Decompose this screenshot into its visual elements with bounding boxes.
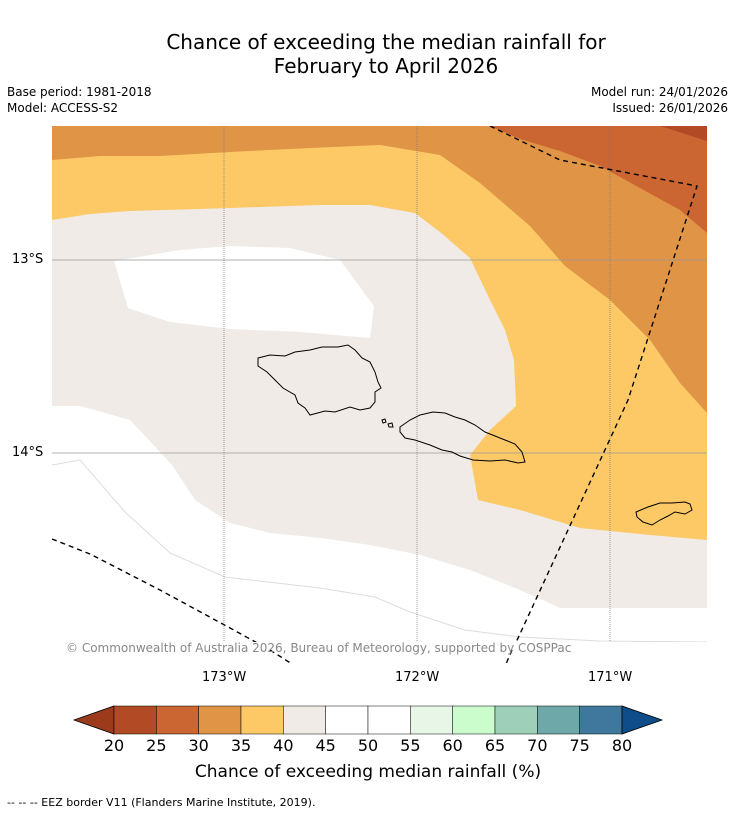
colorbar-cell-35-40 — [240, 705, 284, 735]
model-text: Model: ACCESS-S2 — [7, 101, 119, 115]
colorbar-tick-45: 45 — [315, 736, 336, 755]
island-savaii — [257, 344, 382, 416]
lon-label-171w: 171°W — [588, 670, 633, 685]
issued-text: Issued: 26/01/2026 — [612, 101, 728, 115]
lat-label-13s: 13°S — [12, 252, 44, 267]
zone-30-35 — [52, 126, 707, 413]
zone-25-30 — [490, 126, 707, 233]
eez-border-southwest — [52, 538, 257, 642]
colorbar-label: Chance of exceeding median rainfall (%) — [194, 762, 542, 782]
colorbar-cell-70-75 — [537, 705, 580, 735]
colorbar-cell-20-25 — [113, 705, 157, 735]
gridlines — [52, 259, 707, 454]
colorbar-arrow-low — [72, 705, 115, 735]
colorbar-cell-60-65 — [452, 705, 496, 735]
colorbar-cell-50-55 — [367, 705, 411, 735]
meta-left: Base period: 1981-2018 Model: ACCESS-S2 — [7, 84, 152, 116]
zone-45-50-pocket — [114, 246, 374, 338]
eez-border-east-tail — [505, 649, 513, 665]
island-tutuila — [635, 501, 693, 526]
title-line-1: Chance of exceeding the median rainfall … — [166, 30, 606, 54]
island-manono — [381, 418, 394, 428]
contour-50-55 — [52, 459, 707, 642]
colorbar-tick-40: 40 — [273, 736, 294, 755]
colorbar-arrow-high — [621, 705, 664, 735]
copyright-text: © Commonwealth of Australia 2026, Bureau… — [66, 641, 572, 655]
colorbar-cell-25-30 — [156, 705, 199, 735]
rainfall-map[interactable] — [0, 0, 736, 700]
eez-footnote: -- -- -- EEZ border V11 (Flanders Marine… — [7, 796, 316, 809]
lat-label-14s: 14°S — [12, 445, 44, 460]
colorbar-tick-65: 65 — [484, 736, 506, 755]
meridians — [223, 126, 611, 642]
zone-20-25 — [660, 126, 707, 141]
colorbar-tick-50: 50 — [357, 736, 379, 755]
colorbar-tick-35: 35 — [230, 736, 252, 755]
colorbar — [72, 705, 664, 735]
colorbar-tick-75: 75 — [569, 736, 590, 755]
colorbar-cell-40-45 — [283, 705, 326, 735]
colorbar-tick-60: 60 — [442, 736, 463, 755]
colorbar-tick-70: 70 — [527, 736, 548, 755]
colorbar-tick-55: 55 — [400, 736, 421, 755]
colorbar-tick-25: 25 — [146, 736, 167, 755]
eez-border-southwest-tail — [269, 649, 293, 665]
eez-border-east — [489, 126, 698, 642]
colorbar-tick-20: 20 — [103, 736, 125, 755]
colorbar-cell-55-60 — [410, 705, 453, 735]
title-line-2: February to April 2026 — [273, 54, 499, 78]
meta-right: Model run: 24/01/2026 Issued: 26/01/2026 — [591, 84, 728, 116]
colorbar-cell-65-70 — [494, 705, 538, 735]
colorbar-tick-30: 30 — [188, 736, 209, 755]
colorbar-cell-75-80 — [579, 705, 623, 735]
lon-label-173w: 173°W — [202, 670, 247, 685]
colorbar-tick-80: 80 — [611, 736, 633, 755]
lon-label-172w: 172°W — [395, 670, 440, 685]
colorbar-cell-45-50 — [325, 705, 369, 735]
base-period-text: Base period: 1981-2018 — [7, 85, 152, 99]
map-title: Chance of exceeding the median rainfall … — [0, 30, 736, 78]
colorbar-cell-30-35 — [198, 705, 242, 735]
island-upolu — [399, 411, 526, 464]
zone-45-50-south — [52, 406, 707, 642]
model-run-text: Model run: 24/01/2026 — [590, 85, 728, 99]
